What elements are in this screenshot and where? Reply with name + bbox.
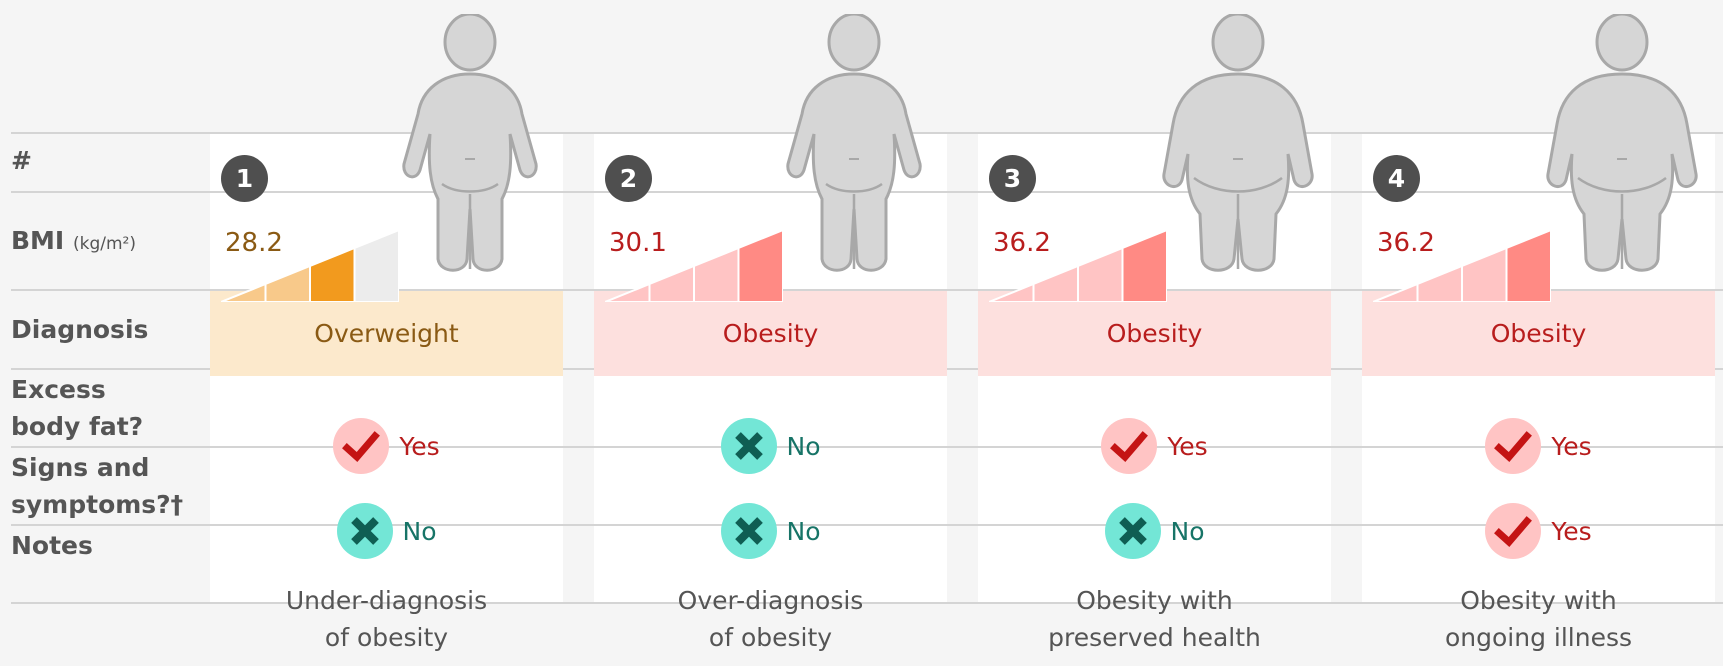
bmi-scale-segment — [1121, 230, 1167, 302]
note-line-1: Obesity with — [1460, 586, 1617, 615]
row-divider — [11, 524, 1723, 526]
case-note: Obesity with preserved health — [978, 582, 1331, 656]
case-cell-excess-fat — [978, 370, 1331, 446]
signs-indicator-text: No — [402, 516, 437, 546]
row-label-signs: Signs and symptoms?† — [11, 449, 183, 523]
case-cell-signs — [978, 448, 1331, 524]
bmi-scale-icon — [605, 230, 783, 302]
case-cell-excess-fat — [1362, 370, 1715, 446]
case-cell-signs — [210, 448, 563, 524]
row-label-diagnosis: Diagnosis — [11, 315, 149, 344]
case-note: Obesity with ongoing illness — [1362, 582, 1715, 656]
bmi-scale-segment — [1505, 230, 1551, 302]
cross-icon — [720, 418, 777, 474]
note-line-2: of obesity — [708, 623, 833, 652]
cross-icon — [720, 503, 777, 559]
bmi-scale-icon — [221, 230, 399, 302]
note-line-2: preserved health — [1048, 623, 1261, 652]
signs-indicator: No — [210, 503, 563, 559]
bmi-scale-segment — [648, 264, 695, 302]
excess-fat-indicator-text: Yes — [399, 431, 440, 461]
bmi-scale-segment — [693, 246, 740, 302]
note-line-1: Under-diagnosis — [285, 586, 488, 615]
bmi-value: 36.2 — [993, 228, 1051, 258]
bmi-scale-segment — [264, 264, 311, 302]
signs-indicator-text: No — [1170, 516, 1205, 546]
signs-line-2: symptoms?† — [11, 490, 184, 519]
bmi-value: 36.2 — [1377, 228, 1435, 258]
signs-indicator: Yes — [1362, 503, 1715, 559]
excess-fat-indicator: Yes — [1362, 418, 1715, 474]
bmi-scale-segment — [989, 282, 1035, 302]
bmi-unit: (kg/m²) — [72, 234, 136, 254]
row-divider — [11, 602, 1723, 604]
case-number-badge: 3 — [989, 155, 1036, 202]
check-icon — [1485, 418, 1542, 474]
body-silhouette-icon — [1162, 14, 1314, 272]
check-icon — [333, 418, 390, 474]
bmi-scale-segment — [1077, 246, 1124, 302]
bmi-scale-segment — [353, 230, 399, 302]
signs-indicator-text: Yes — [1551, 516, 1592, 546]
excess-fat-indicator: Yes — [210, 418, 563, 474]
bmi-scale-segment — [221, 282, 267, 302]
case-cell-excess-fat — [210, 370, 563, 446]
excess-fat-indicator: No — [594, 418, 947, 474]
case-note: Under-diagnosis of obesity — [210, 582, 563, 656]
bmi-scale-segment — [1416, 264, 1463, 302]
diagnosis-label: Obesity — [978, 291, 1331, 376]
bmi-value: 28.2 — [225, 228, 283, 258]
case-number-badge: 4 — [1373, 155, 1420, 202]
row-label-notes: Notes — [11, 531, 93, 560]
row-label-bmi: BMI (kg/m²) — [11, 222, 136, 263]
bmi-scale-segment — [1461, 246, 1508, 302]
signs-indicator: No — [594, 503, 947, 559]
bmi-scale-segment — [737, 230, 783, 302]
note-line-2: ongoing illness — [1444, 623, 1633, 652]
bmi-scale-segment — [309, 246, 356, 302]
body-silhouette-icon — [402, 14, 538, 272]
bmi-scale-segment — [1373, 282, 1419, 302]
bmi-label: BMI — [11, 226, 65, 255]
row-label-number: # — [11, 146, 32, 175]
signs-line-1: Signs and — [11, 453, 150, 482]
signs-indicator: No — [978, 503, 1331, 559]
row-label-excess-fat: Excess body fat? — [11, 371, 143, 445]
bmi-scale-segment — [1032, 264, 1079, 302]
excess-fat-line-2: body fat? — [11, 412, 144, 441]
excess-fat-indicator-text: Yes — [1551, 431, 1592, 461]
case-number-badge: 2 — [605, 155, 652, 202]
case-number-badge: 1 — [221, 155, 268, 202]
diagnosis-label: Obesity — [1362, 291, 1715, 376]
cross-icon — [336, 503, 393, 559]
body-silhouette-icon — [1546, 14, 1698, 272]
note-line-1: Over-diagnosis — [677, 586, 864, 615]
body-silhouette-icon — [786, 14, 922, 272]
bmi-scale-segment — [605, 282, 651, 302]
case-note: Over-diagnosis of obesity — [594, 582, 947, 656]
excess-fat-indicator-text: Yes — [1167, 431, 1208, 461]
check-icon — [1101, 418, 1158, 474]
note-line-1: Obesity with — [1076, 586, 1233, 615]
diagnosis-label: Overweight — [210, 291, 563, 376]
check-icon — [1485, 503, 1542, 559]
signs-indicator-text: No — [786, 516, 821, 546]
case-cell-signs — [1362, 448, 1715, 524]
row-divider — [11, 446, 1723, 448]
excess-fat-indicator-text: No — [786, 431, 821, 461]
excess-fat-indicator: Yes — [978, 418, 1331, 474]
diagnosis-label: Obesity — [594, 291, 947, 376]
bmi-value: 30.1 — [609, 228, 667, 258]
bmi-scale-icon — [989, 230, 1167, 302]
row-divider — [11, 289, 1723, 291]
bmi-scale-icon — [1373, 230, 1551, 302]
cross-icon — [1104, 503, 1161, 559]
note-line-2: of obesity — [324, 623, 449, 652]
excess-fat-line-1: Excess — [11, 375, 106, 404]
